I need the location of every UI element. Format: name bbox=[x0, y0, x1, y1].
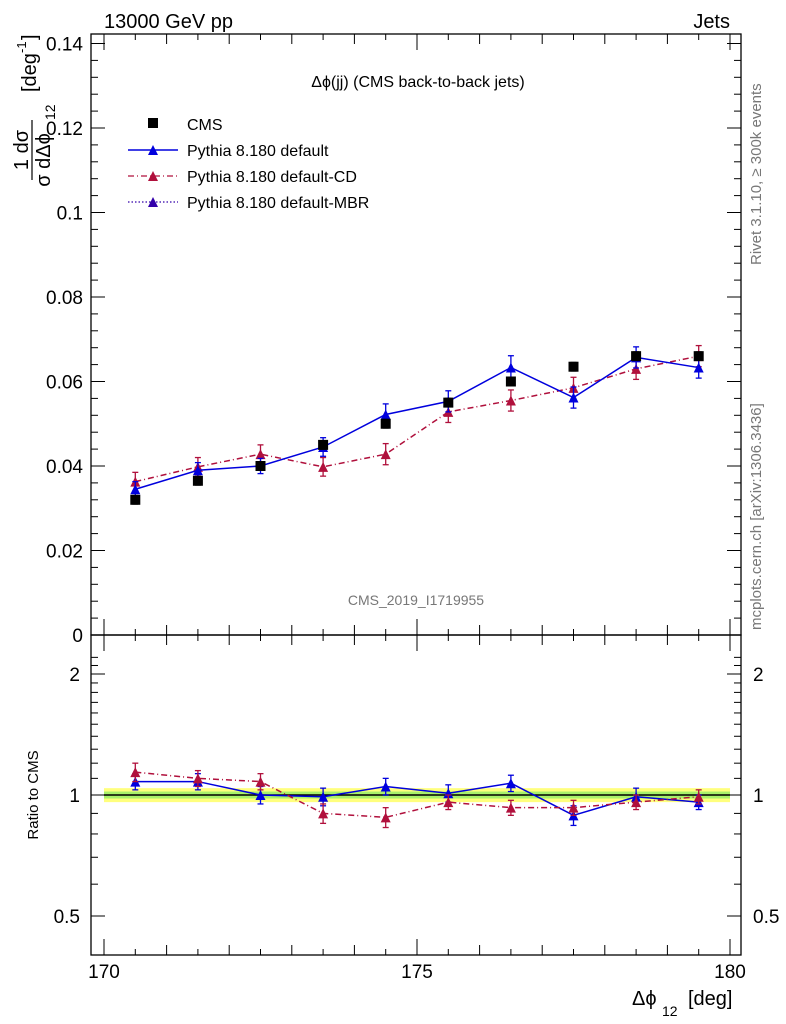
main-cms-series bbox=[130, 351, 704, 505]
x-label-sub: 12 bbox=[662, 1003, 678, 1019]
ratio-pythia-default-cd-point bbox=[631, 797, 642, 808]
main-pythia-default-cd-point bbox=[255, 449, 266, 460]
y-label-den-sub: 12 bbox=[42, 104, 58, 120]
main-pythia-default-point bbox=[693, 362, 704, 373]
header-right: Jets bbox=[693, 11, 730, 33]
ratio-y-tick-label: 2 bbox=[69, 665, 80, 686]
ratio-pythia-default-point bbox=[318, 791, 329, 802]
ratio-pythia-default-point bbox=[255, 790, 266, 800]
main-cms-point bbox=[693, 351, 704, 362]
main-pythia-default-cd-line bbox=[135, 355, 699, 483]
ratio-pythia-default-cd-line bbox=[135, 771, 699, 819]
ratio-pythia-default-line bbox=[135, 780, 699, 817]
x-label-unit: [deg] bbox=[688, 988, 732, 1010]
y-tick-label: 0.1 bbox=[57, 204, 83, 225]
x-tick-label: 170 bbox=[88, 962, 120, 983]
ratio-pythia-default-point bbox=[380, 781, 391, 792]
main-pythia-default-cd-point bbox=[318, 461, 329, 472]
ratio-pythia-default-cd-point bbox=[693, 791, 704, 802]
ratio-pythia-default-cd-point bbox=[192, 773, 203, 784]
y-label-unit-sup: -1 bbox=[14, 41, 29, 53]
ratio-y-tick-label: 0.5 bbox=[54, 907, 80, 928]
ratio-pythia-default-cd-point bbox=[380, 812, 391, 823]
ratio-pythia-default-cd-point bbox=[568, 802, 579, 813]
y-tick-label: 0.08 bbox=[46, 288, 83, 309]
main-pythia-default-point bbox=[505, 362, 516, 373]
legend-entry-cms: CMS bbox=[148, 117, 223, 134]
legend-entry-mbr: Pythia 8.180 default-MBR bbox=[128, 195, 369, 212]
mcplots-label: mcplots.cern.ch [arXiv:1306.3436] bbox=[748, 403, 765, 630]
y-tick-label: 0.12 bbox=[46, 119, 83, 140]
legend: CMS Pythia 8.180 default Pythia 8.180 de… bbox=[128, 117, 369, 212]
rivet-label: Rivet 3.1.10, ≥ 300k events bbox=[748, 83, 765, 265]
y-label-num: 1 dσ bbox=[11, 129, 33, 170]
main-cms-point bbox=[443, 397, 454, 408]
ratio-pythia-default-cd-point bbox=[255, 776, 266, 787]
ratio-pythia-default-point bbox=[505, 778, 516, 789]
legend-label-cd: Pythia 8.180 default-CD bbox=[187, 169, 357, 186]
legend-entry-cd: Pythia 8.180 default-CD bbox=[128, 169, 357, 186]
ratio-pythia-default-cd-series bbox=[130, 762, 704, 829]
ratio-y-tick-label: 1 bbox=[69, 786, 80, 807]
ratio-pythia-default-cd-point bbox=[443, 797, 454, 808]
ratio-y-label: Ratio to CMS bbox=[25, 750, 42, 839]
main-pythia-default-point bbox=[192, 465, 203, 476]
main-pythia-default-point bbox=[380, 409, 391, 420]
y-axis-label: 1 dσ σ dΔϕ 12 [deg -1 ] bbox=[11, 34, 58, 186]
legend-marker-cd bbox=[148, 171, 158, 181]
ratio-pythia-default-cd-point bbox=[318, 808, 329, 819]
ratio-pythia-default-point bbox=[443, 788, 454, 799]
x-label-main: Δϕ bbox=[632, 988, 657, 1010]
main-cms-point bbox=[192, 475, 203, 486]
plot-title: Δϕ(jj) (CMS back-to-back jets) bbox=[311, 74, 524, 91]
y-tick-label: 0.02 bbox=[46, 542, 83, 563]
main-cms-point bbox=[130, 494, 141, 505]
y-tick-label: 0.14 bbox=[46, 35, 83, 56]
main-pythia-default-point bbox=[130, 484, 141, 495]
main-pythia-default-cd-point bbox=[631, 363, 642, 374]
legend-marker-default bbox=[148, 145, 158, 155]
main-cms-point bbox=[631, 351, 642, 362]
legend-marker-cms bbox=[148, 118, 158, 128]
legend-label-cms: CMS bbox=[187, 117, 223, 134]
main-cms-point bbox=[380, 418, 391, 429]
main-cms-point bbox=[255, 461, 266, 471]
x-tick-label: 180 bbox=[714, 962, 746, 983]
x-axis-label: Δϕ 12 [deg] bbox=[632, 988, 732, 1019]
ratio-y-tick-label-right: 1 bbox=[753, 786, 764, 807]
y-tick-label: 0.04 bbox=[46, 457, 83, 478]
y-tick-label: 0.06 bbox=[46, 373, 83, 394]
y-label-den: σ dΔϕ bbox=[33, 133, 55, 187]
legend-label-mbr: Pythia 8.180 default-MBR bbox=[187, 195, 369, 212]
main-cms-point bbox=[568, 361, 579, 372]
main-pythia-default-cd-point bbox=[380, 449, 391, 460]
ratio-pythia-default-cd-point bbox=[130, 767, 141, 778]
legend-marker-mbr bbox=[148, 197, 158, 207]
analysis-id: CMS_2019_I1719955 bbox=[348, 592, 484, 608]
main-pythia-default-line bbox=[135, 356, 699, 490]
legend-entry-default: Pythia 8.180 default bbox=[128, 143, 329, 160]
ratio-y-tick-label-right: 0.5 bbox=[753, 907, 779, 928]
y-tick-label: 0 bbox=[72, 626, 83, 647]
ratio-y-tick-label-right: 2 bbox=[753, 665, 764, 686]
y-label-unit: [deg bbox=[19, 53, 41, 92]
main-cms-point bbox=[318, 439, 329, 450]
main-pythia-default-cd-point bbox=[505, 395, 516, 406]
legend-label-default: Pythia 8.180 default bbox=[187, 143, 329, 160]
ratio-pythia-default-cd-point bbox=[505, 802, 516, 813]
main-pythia-default-series bbox=[130, 346, 704, 498]
y-label-unit-end: ] bbox=[19, 34, 41, 40]
x-tick-label: 175 bbox=[401, 962, 433, 983]
header-left: 13000 GeV pp bbox=[104, 11, 233, 33]
main-cms-point bbox=[505, 376, 516, 387]
main-pythia-default-point bbox=[568, 392, 579, 403]
